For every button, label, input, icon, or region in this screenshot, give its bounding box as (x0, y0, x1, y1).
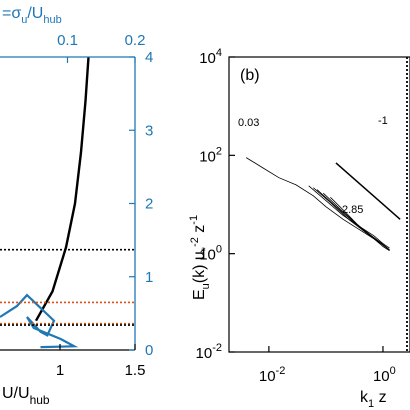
top-xtick-label: 0.1 (57, 32, 78, 49)
left-top-axis-title: =σu/Uhub (2, 5, 62, 26)
right-xtick-label: 100 (373, 365, 396, 385)
right-panel: 104 102 100 10-2 10-2 100 (b) 0.03 2.85 -1 Eu… (188, 47, 410, 410)
right-ytick-label: 102 (199, 145, 222, 165)
right-ytick-label: 1 (145, 269, 153, 286)
bottom-xtick-label: 1 (56, 362, 64, 379)
right-ytick-label: 10-2 (196, 342, 222, 362)
velocity-profile-line (34, 56, 90, 322)
slope-reference-line (335, 162, 401, 220)
right-ytick-label: 104 (199, 47, 222, 67)
right-series-group (245, 157, 401, 252)
annotation-high: 2.85 (342, 204, 363, 216)
left-bottom-axis-title: U/Uhub (2, 385, 50, 407)
left-hlines-group (0, 248, 135, 326)
turbulence-intensity-line (0, 293, 79, 349)
annotation-slope: -1 (378, 115, 388, 127)
bottom-xtick-label: 1.5 (125, 362, 146, 379)
right-ticks-group: 104 102 100 10-2 10-2 100 (196, 47, 396, 385)
spectrum-line-5 (330, 197, 390, 252)
panel-label: (b) (240, 67, 260, 84)
annotation-low: 0.03 (238, 117, 259, 129)
right-xtick-label: 10-2 (259, 365, 285, 385)
right-x-axis-title: k1 z (360, 389, 387, 410)
left-panel: 0 1 2 3 4 1 1.5 0.1 0.2 =σu/Uhub U/Uhub (0, 5, 153, 407)
right-ytick-label: 2 (145, 196, 153, 213)
right-axes-box (228, 56, 410, 353)
right-ytick-label: 100 (199, 244, 222, 264)
spectrum-line-0 (245, 157, 390, 251)
right-ytick-label: 3 (145, 122, 153, 139)
right-ytick-label: 4 (145, 49, 153, 66)
right-y-axis-title: Eu(k) u*-2 z-1 (188, 215, 212, 300)
left-ticks-group: 0 1 2 3 4 1 1.5 0.1 0.2 (56, 32, 154, 379)
right-ytick-label: 0 (145, 342, 153, 359)
left-series-group (0, 56, 90, 349)
spectrum-line-4 (323, 192, 390, 251)
top-xtick-label: 0.2 (125, 32, 146, 49)
